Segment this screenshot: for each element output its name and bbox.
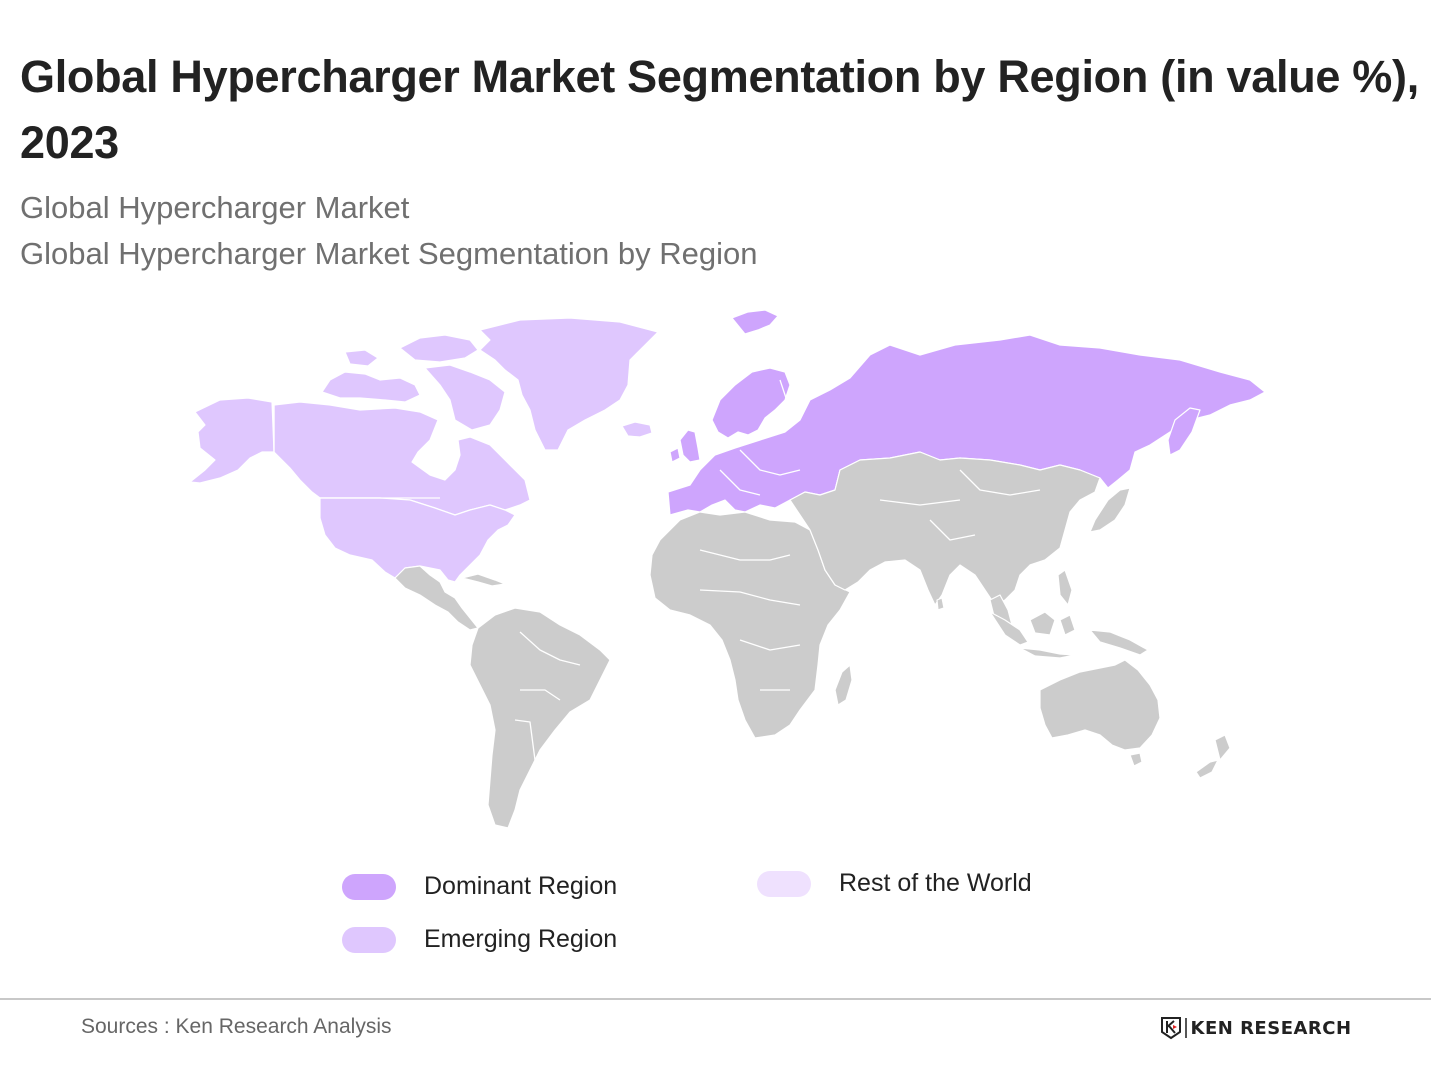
region-rest-of-world — [394, 451, 1231, 829]
region-north-america — [189, 317, 659, 583]
country-borders — [273, 379, 1041, 761]
logo-separator — [1185, 1018, 1187, 1038]
legend-label-dominant: Dominant Region — [424, 872, 618, 900]
ken-research-shield-icon — [1161, 1017, 1181, 1040]
ken-research-logo: KEN RESEARCH — [1160, 1016, 1352, 1040]
subtitle-market: Global Hypercharger Market — [20, 190, 410, 225]
logo-text: KEN RESEARCH — [1190, 1017, 1352, 1039]
legend-item-rest-of-world: Rest of the World — [757, 869, 1032, 898]
legend-label-emerging: Emerging Region — [424, 925, 618, 953]
page-title: Global Hypercharger Market Segmentation … — [20, 51, 1419, 168]
legend-item-emerging: Emerging Region — [342, 925, 617, 954]
legend-swatch-emerging — [342, 926, 396, 953]
region-europe — [667, 309, 1266, 516]
world-map — [189, 309, 1266, 829]
footer-divider — [0, 998, 1431, 1000]
legend-swatch-dominant — [342, 873, 396, 900]
legend-label-rest-of-world: Rest of the World — [839, 869, 1032, 897]
subtitle-segmentation: Global Hypercharger Market Segmentation … — [20, 236, 758, 271]
legend-item-dominant: Dominant Region — [342, 872, 617, 901]
legend-swatch-rest-of-world — [757, 870, 811, 897]
sources-note: Sources : Ken Research Analysis — [81, 1015, 392, 1038]
